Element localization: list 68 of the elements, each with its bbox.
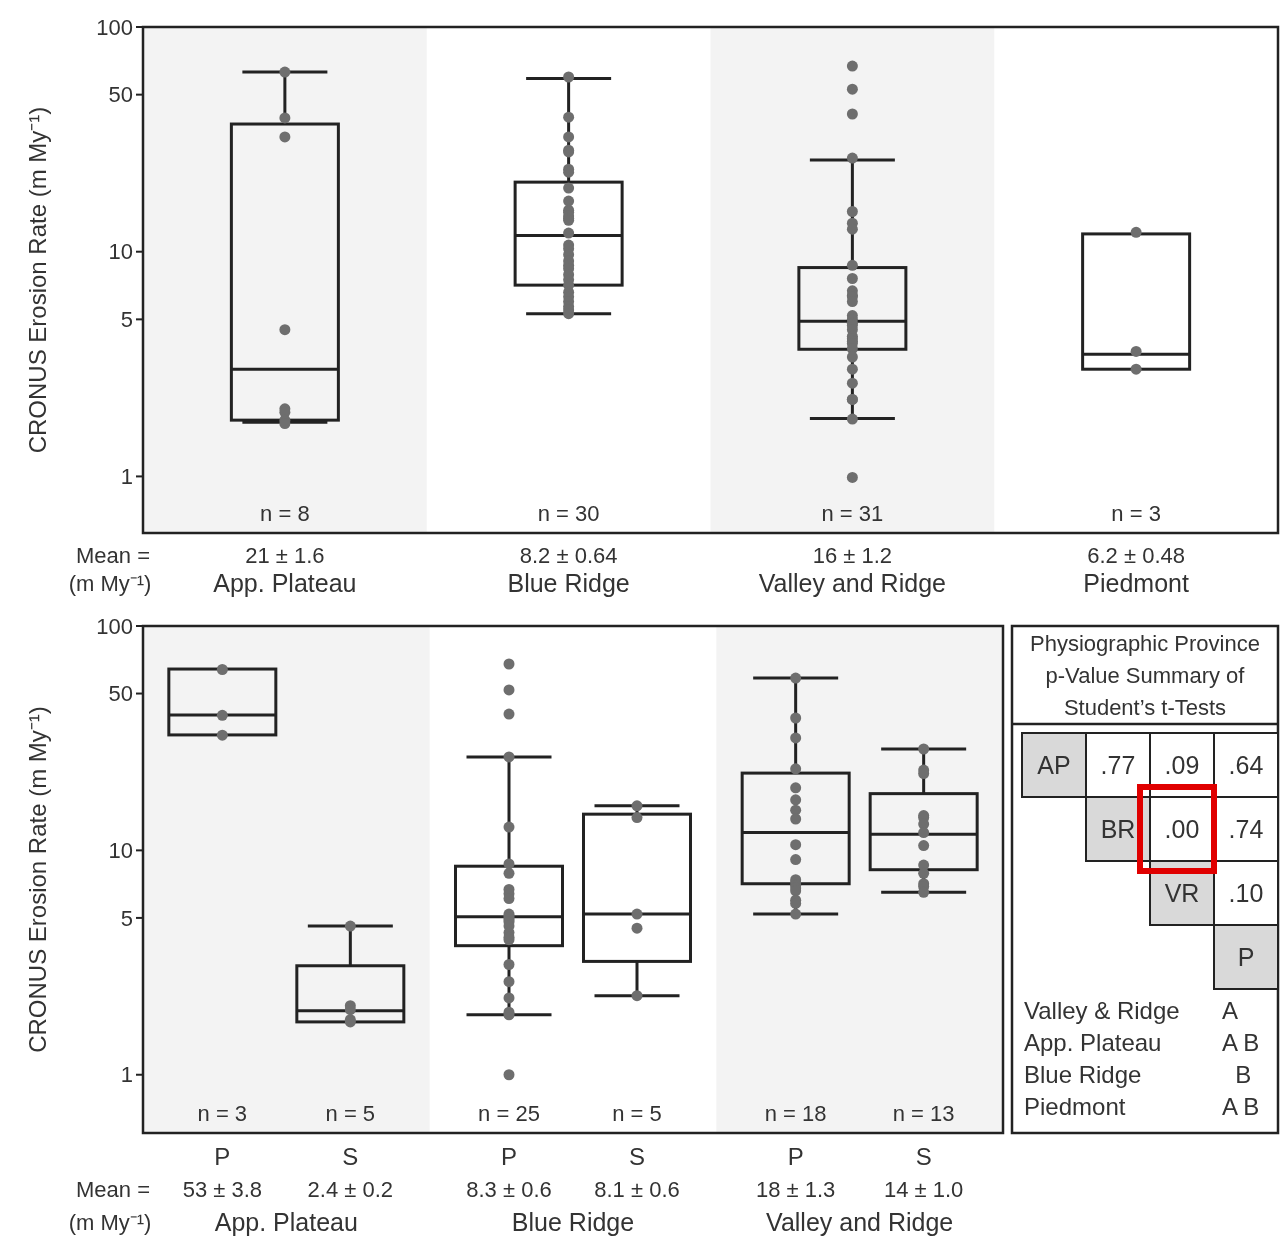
y-tick-label: 50: [108, 82, 133, 108]
annotation: n = 3: [1111, 501, 1161, 526]
text: B: [1222, 1061, 1252, 1089]
x-tick-label: App. Plateau: [213, 568, 357, 597]
text: 8.1 ± 0.6: [594, 1176, 680, 1202]
text: .77: [1100, 750, 1136, 779]
annotation: n = 31: [821, 501, 884, 526]
text: Blue Ridge: [1024, 1061, 1142, 1089]
text: 8.3 ± 0.6: [466, 1176, 552, 1202]
y-axis-title: CRONUS Erosion Rate (m My⁻¹): [24, 106, 51, 454]
y-tick-label: 10: [108, 239, 133, 265]
annotation: n = 3: [197, 1101, 248, 1126]
y-tick-label: 1: [120, 1062, 133, 1088]
text: S: [628, 1143, 646, 1171]
text: P: [214, 1143, 231, 1171]
text: 21 ± 1.6: [245, 542, 325, 568]
x-tick-label: Blue Ridge: [507, 568, 630, 597]
text: Mean =: [76, 1176, 150, 1202]
text: Mean =: [76, 542, 150, 568]
text: AP: [1037, 750, 1071, 779]
text: 16 ± 1.2: [812, 542, 893, 568]
text: .09: [1164, 750, 1200, 779]
text: 14 ± 1.0: [883, 1176, 964, 1202]
text: Physiographic Province p-Value Summary of Student’s t-Tests: [1030, 630, 1260, 720]
text: 8.2 ± 0.64: [519, 542, 618, 568]
annotation: n = 5: [325, 1101, 376, 1126]
y-tick-label: 100: [96, 14, 133, 40]
text: .64: [1228, 750, 1264, 779]
text: P: [1237, 942, 1255, 971]
y-tick-label: 1: [120, 464, 133, 490]
text: .74: [1228, 814, 1264, 843]
text: A B: [1222, 1093, 1260, 1121]
text: VR: [1164, 878, 1200, 907]
x-tick-label: Valley and Ridge: [766, 1207, 954, 1236]
text: BR: [1100, 814, 1136, 843]
y-tick-label: 5: [120, 905, 133, 931]
text: P: [787, 1143, 804, 1171]
text: S: [915, 1143, 932, 1171]
text: P: [500, 1143, 518, 1171]
x-tick-label: Valley and Ridge: [758, 568, 946, 597]
text: (m My⁻¹): [68, 1209, 152, 1235]
text: .00: [1164, 814, 1200, 843]
text: 18 ± 1.3: [755, 1176, 836, 1202]
text: Piedmont: [1024, 1093, 1126, 1121]
x-tick-label: Blue Ridge: [511, 1207, 635, 1236]
annotation: n = 30: [537, 501, 600, 526]
text: Valley & Ridge: [1024, 997, 1180, 1025]
annotation: n = 8: [260, 501, 310, 526]
text: (m My⁻¹): [68, 570, 152, 596]
text: S: [342, 1143, 359, 1171]
text: 2.4 ± 0.2: [307, 1176, 394, 1202]
text: 53 ± 3.8: [182, 1176, 263, 1202]
annotation: n = 18: [764, 1101, 827, 1126]
y-axis-title: CRONUS Erosion Rate (m My⁻¹): [24, 706, 51, 1053]
text: .10: [1228, 878, 1264, 907]
text: A: [1222, 997, 1239, 1025]
text: 6.2 ± 0.48: [1087, 542, 1185, 568]
text: App. Plateau: [1024, 1029, 1162, 1057]
annotation: n = 5: [612, 1101, 662, 1126]
y-tick-label: 50: [108, 681, 133, 707]
text: A B: [1222, 1029, 1260, 1057]
x-tick-label: Piedmont: [1083, 568, 1189, 597]
y-tick-label: 5: [120, 307, 133, 333]
x-tick-label: App. Plateau: [214, 1207, 358, 1236]
y-tick-label: 100: [96, 613, 133, 639]
annotation: n = 13: [892, 1101, 955, 1126]
annotation: n = 25: [478, 1101, 540, 1126]
y-tick-label: 10: [108, 838, 133, 864]
